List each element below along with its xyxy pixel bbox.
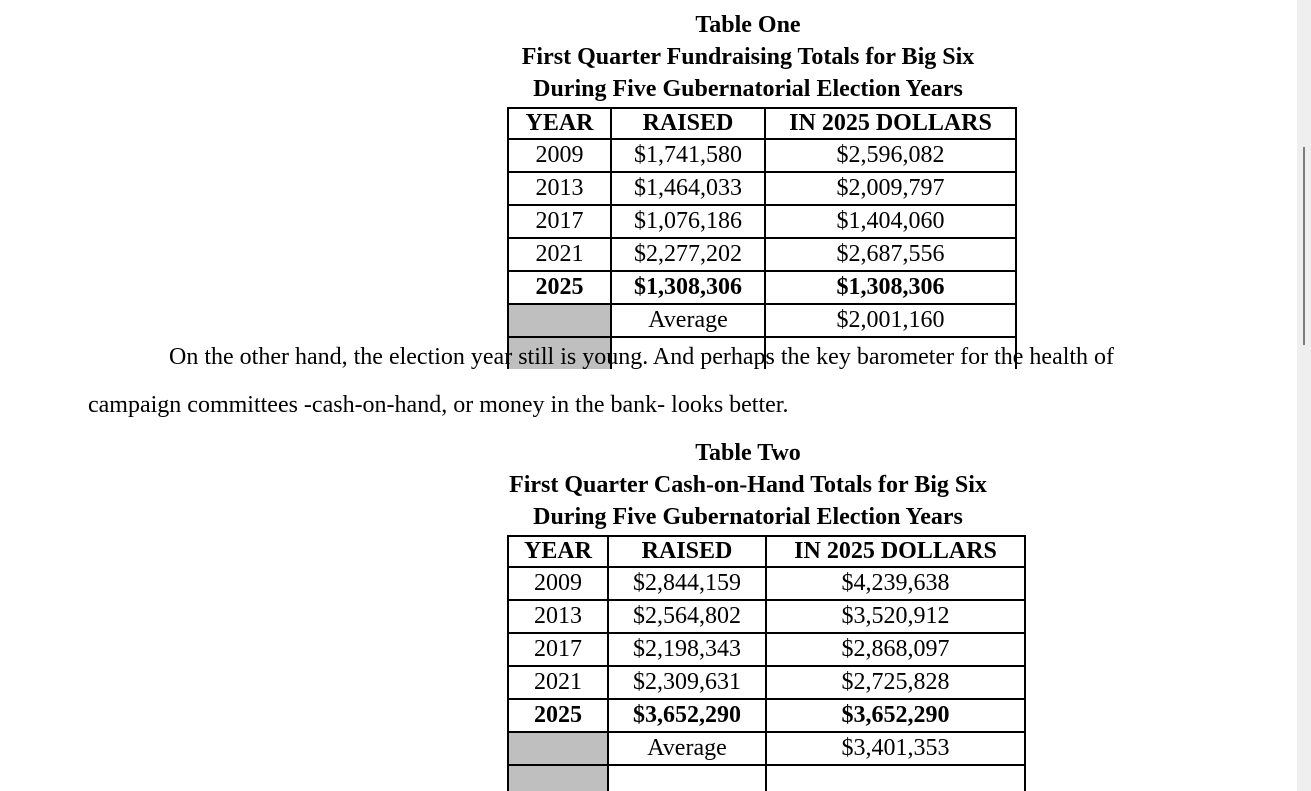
average-label-cell: Average (607, 731, 767, 766)
stub-cell (607, 764, 767, 791)
table-two-title: Table Two (695, 440, 801, 466)
table-one-subtitle-1: First Quarter Fundraising Totals for Big… (521, 44, 975, 70)
average-row: Average $3,401,353 (507, 731, 1026, 766)
table-one-header-year: YEAR (507, 107, 612, 140)
shaded-stub-cell (507, 764, 609, 791)
table-one-title-block: Table One First Quarter Fundraising Tota… (188, 9, 1308, 105)
table-two: YEAR RAISED IN 2025 DOLLARS 2009 $2,844,… (507, 535, 1026, 791)
raised-cell: $1,308,306 (610, 270, 766, 305)
dollars-cell: $1,308,306 (764, 270, 1017, 305)
year-cell: 2013 (507, 171, 612, 206)
dollars-cell: $2,009,797 (764, 171, 1017, 206)
raised-cell: $2,277,202 (610, 237, 766, 272)
body-paragraph: On the other hand, the election year sti… (88, 333, 1293, 429)
year-cell: 2017 (507, 204, 612, 239)
year-cell: 2009 (507, 138, 612, 173)
table-row: 2009 $1,741,580 $2,596,082 (507, 138, 1017, 173)
vertical-scrollbar-thumb[interactable] (1303, 147, 1305, 345)
raised-cell: $2,198,343 (607, 632, 767, 667)
table-two-header-row: YEAR RAISED IN 2025 DOLLARS (507, 535, 1026, 568)
table-row-current-year: 2025 $3,652,290 $3,652,290 (507, 698, 1026, 733)
dollars-cell: $2,868,097 (765, 632, 1026, 667)
average-label-cell: Average (610, 303, 766, 338)
table-two-title-block: Table Two First Quarter Cash-on-Hand Tot… (188, 437, 1308, 533)
year-cell: 2017 (507, 632, 609, 667)
table-two-subtitle-1: First Quarter Cash-on-Hand Totals for Bi… (509, 472, 987, 498)
shaded-empty-cell (507, 303, 612, 338)
dollars-cell: $2,687,556 (764, 237, 1017, 272)
table-row-current-year: 2025 $1,308,306 $1,308,306 (507, 270, 1017, 305)
average-value-cell: $3,401,353 (765, 731, 1026, 766)
table-row: 2017 $2,198,343 $2,868,097 (507, 632, 1026, 667)
raised-cell: $1,076,186 (610, 204, 766, 239)
table-bottom-stub (507, 764, 1026, 791)
table-one: YEAR RAISED IN 2025 DOLLARS 2009 $1,741,… (507, 107, 1017, 369)
table-row: 2009 $2,844,159 $4,239,638 (507, 566, 1026, 601)
raised-cell: $2,309,631 (607, 665, 767, 700)
table-two-header-in-2025-dollars: IN 2025 DOLLARS (765, 535, 1026, 568)
year-cell: 2009 (507, 566, 609, 601)
table-two-header-raised: RAISED (607, 535, 767, 568)
table-two-subtitle-2: During Five Gubernatorial Election Years (533, 504, 963, 530)
year-cell: 2021 (507, 237, 612, 272)
average-value-cell: $2,001,160 (764, 303, 1017, 338)
table-one-title: Table One (695, 12, 801, 38)
table-one-header-row: YEAR RAISED IN 2025 DOLLARS (507, 107, 1017, 140)
raised-cell: $2,564,802 (607, 599, 767, 634)
table-bottom-stub (507, 336, 1017, 369)
stub-cell (764, 336, 1017, 369)
dollars-cell: $1,404,060 (764, 204, 1017, 239)
dollars-cell: $2,596,082 (764, 138, 1017, 173)
table-one-subtitle-2: During Five Gubernatorial Election Years (533, 76, 963, 102)
table-row: 2021 $2,309,631 $2,725,828 (507, 665, 1026, 700)
table-row: 2013 $1,464,033 $2,009,797 (507, 171, 1017, 206)
stub-cell (610, 336, 766, 369)
table-one-header-in-2025-dollars: IN 2025 DOLLARS (764, 107, 1017, 140)
vertical-scrollbar-track[interactable] (1297, 0, 1311, 791)
table-two-header-year: YEAR (507, 535, 609, 568)
raised-cell: $2,844,159 (607, 566, 767, 601)
shaded-stub-cell (507, 336, 612, 369)
table-row: 2021 $2,277,202 $2,687,556 (507, 237, 1017, 272)
average-row: Average $2,001,160 (507, 303, 1017, 338)
stub-cell (765, 764, 1026, 791)
shaded-empty-cell (507, 731, 609, 766)
dollars-cell: $4,239,638 (765, 566, 1026, 601)
dollars-cell: $3,520,912 (765, 599, 1026, 634)
table-row: 2017 $1,076,186 $1,404,060 (507, 204, 1017, 239)
table-row: 2013 $2,564,802 $3,520,912 (507, 599, 1026, 634)
table-one-header-raised: RAISED (610, 107, 766, 140)
year-cell: 2013 (507, 599, 609, 634)
year-cell: 2025 (507, 698, 609, 733)
raised-cell: $3,652,290 (607, 698, 767, 733)
year-cell: 2021 (507, 665, 609, 700)
raised-cell: $1,464,033 (610, 171, 766, 206)
dollars-cell: $2,725,828 (765, 665, 1026, 700)
paragraph-line: On the other hand, the election year sti… (169, 344, 1115, 370)
year-cell: 2025 (507, 270, 612, 305)
raised-cell: $1,741,580 (610, 138, 766, 173)
dollars-cell: $3,652,290 (765, 698, 1026, 733)
paragraph-line: campaign committees -cash-on-hand, or mo… (88, 392, 789, 418)
